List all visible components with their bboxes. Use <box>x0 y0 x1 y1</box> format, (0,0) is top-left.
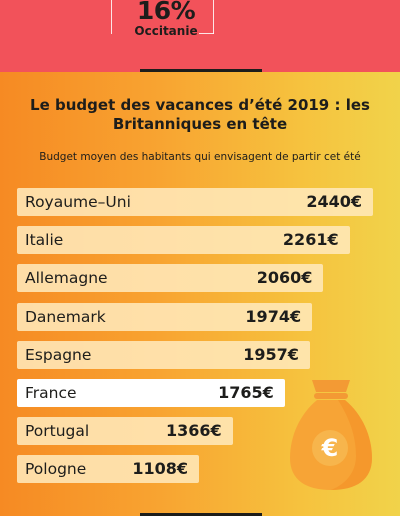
stat-frame-left <box>111 0 112 34</box>
chart-title: Le budget des vacances d’été 2019 : les … <box>30 96 370 133</box>
stat-region: Occitanie <box>134 24 198 38</box>
chart-subtitle: Budget moyen des habitants qui envisagen… <box>39 151 361 163</box>
stat-frame-right <box>213 0 214 34</box>
top-stat-band: 16% Occitanie <box>0 0 400 72</box>
bar-value: 1765€ <box>218 383 274 402</box>
bar-1: Italie 2261€ <box>17 226 350 255</box>
bar-value: 1957€ <box>243 344 299 364</box>
bar-value: 1974€ <box>245 306 302 326</box>
bar-label: Pologne <box>25 460 87 479</box>
bar-label: Danemark <box>25 307 106 326</box>
bar-value: 2440€ <box>306 192 362 211</box>
bar-label: Royaume–Uni <box>25 193 131 211</box>
bar-4: Espagne 1957€ <box>17 340 310 369</box>
svg-text:€: € <box>321 434 339 462</box>
bar-value: 2060€ <box>256 268 313 288</box>
divider-bottom <box>140 513 262 516</box>
bar-label: Allemagne <box>25 269 108 288</box>
bar-label: Italie <box>25 231 64 250</box>
bar-value: 1108€ <box>132 459 188 479</box>
bar-2: Allemagne 2060€ <box>17 264 324 293</box>
bar-5: France 1765€ <box>17 379 285 407</box>
bar-value: 2261€ <box>282 230 339 250</box>
divider-top <box>140 69 262 72</box>
bar-label: Espagne <box>25 345 92 364</box>
bar-0: Royaume–Uni 2440€ <box>17 188 373 216</box>
bar-6: Portugal 1366€ <box>17 417 233 446</box>
bar-label: France <box>25 384 77 402</box>
bar-label: Portugal <box>25 422 90 441</box>
bar-7: Pologne 1108€ <box>17 455 199 484</box>
bar-value: 1366€ <box>166 421 222 441</box>
stat-percent: 16% <box>136 0 196 25</box>
bar-3: Danemark 1974€ <box>17 302 313 331</box>
money-bag-euro-icon: € <box>290 380 372 490</box>
stat-frame-bottom <box>199 33 214 34</box>
